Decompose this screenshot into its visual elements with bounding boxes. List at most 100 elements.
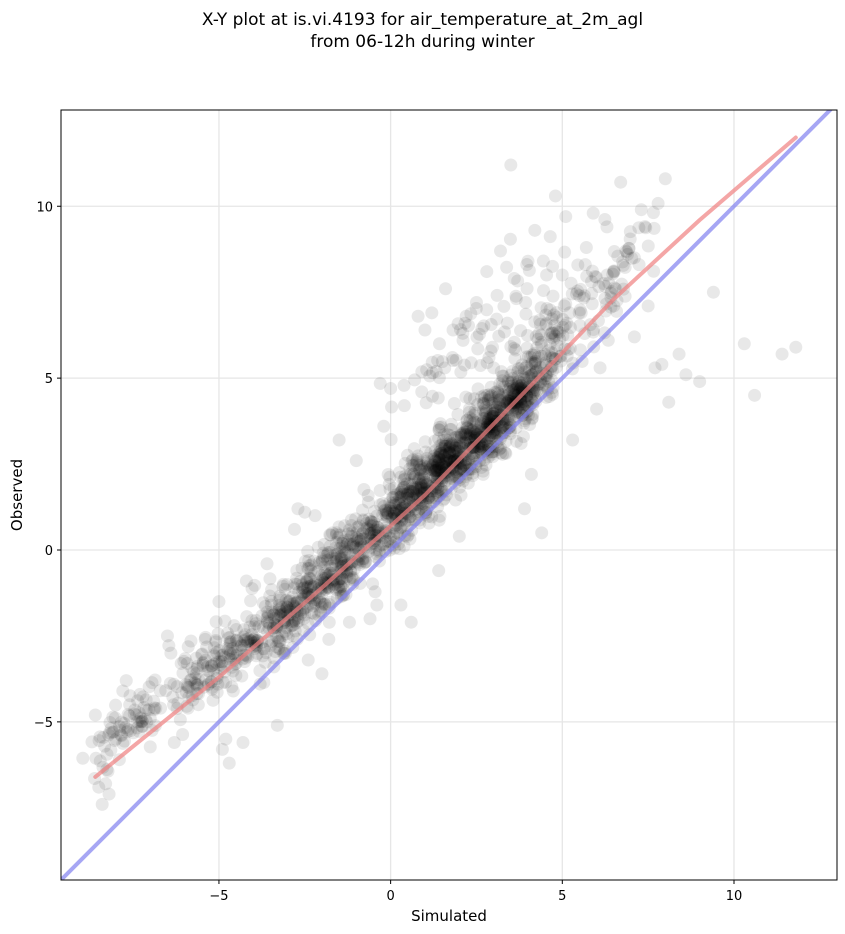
scatter-point — [336, 534, 350, 548]
scatter-point — [616, 258, 630, 272]
scatter-point — [407, 484, 421, 498]
scatter-point — [370, 547, 384, 561]
scatter-point — [335, 545, 349, 559]
scatter-point — [334, 589, 348, 603]
scatter-point — [367, 523, 381, 537]
scatter-point — [443, 446, 457, 460]
scatter-point — [598, 279, 612, 293]
scatter-point — [252, 620, 266, 634]
scatter-point — [477, 396, 491, 410]
scatter-point — [598, 326, 612, 340]
scatter-point — [435, 441, 449, 455]
scatter-point — [538, 347, 552, 361]
scatter-point — [267, 611, 281, 625]
scatter-point — [431, 472, 445, 486]
scatter-point — [450, 441, 464, 455]
scatter-point — [525, 368, 539, 382]
scatter-point — [548, 318, 562, 332]
scatter-point — [423, 480, 437, 494]
scatter-point — [357, 514, 371, 528]
scatter-point — [472, 327, 486, 341]
scatter-point — [323, 559, 337, 573]
scatter-point — [441, 449, 455, 463]
scatter-point — [484, 344, 498, 358]
scatter-point — [307, 567, 321, 581]
scatter-point — [291, 611, 305, 625]
scatter-point — [466, 409, 480, 423]
scatter-point — [435, 459, 449, 473]
scatter-point — [207, 657, 221, 671]
scatter-point — [303, 572, 317, 586]
scatter-point — [443, 472, 457, 486]
scatter-point — [461, 476, 475, 490]
scatter-point — [364, 519, 378, 533]
scatter-point — [341, 533, 355, 547]
scatter-point — [452, 430, 466, 444]
scatter-point — [443, 445, 457, 459]
scatter-point — [315, 568, 329, 582]
scatter-point — [347, 536, 361, 550]
scatter-point — [316, 597, 330, 611]
scatter-point — [524, 467, 538, 481]
scatter-point — [280, 600, 294, 614]
scatter-point — [219, 675, 233, 689]
scatter-point — [276, 577, 290, 591]
scatter-point — [575, 354, 589, 368]
scatter-point — [516, 430, 530, 444]
scatter-point — [522, 263, 536, 277]
scatter-point — [410, 455, 424, 469]
scatter-point — [109, 732, 123, 746]
scatter-point — [240, 610, 254, 624]
scatter-point — [498, 395, 512, 409]
scatter-point — [401, 487, 415, 501]
scatter-point — [523, 369, 537, 383]
scatter-point — [551, 325, 565, 339]
scatter-point — [396, 482, 410, 496]
scatter-point — [386, 496, 400, 510]
scatter-point — [394, 485, 408, 499]
scatter-point — [347, 562, 361, 576]
scatter-point — [446, 354, 460, 368]
scatter-point — [540, 301, 554, 315]
scatter-point — [438, 448, 452, 462]
scatter-point — [528, 223, 542, 237]
scatter-point — [556, 320, 570, 334]
scatter-point — [387, 506, 401, 520]
scatter-point — [304, 564, 318, 578]
scatter-point — [403, 462, 417, 476]
scatter-point — [245, 628, 259, 642]
scatter-point — [622, 241, 636, 255]
scatter-point — [257, 642, 271, 656]
scatter-point — [176, 728, 190, 742]
scatter-point — [286, 628, 300, 642]
scatter-point — [531, 350, 545, 364]
scatter-point — [542, 344, 556, 358]
scatter-point — [130, 721, 144, 735]
scatter-point — [439, 437, 453, 451]
scatter-point — [460, 414, 474, 428]
scatter-point — [490, 288, 504, 302]
scatter-point — [520, 258, 534, 272]
scatter-point — [545, 359, 559, 373]
scatter-point — [237, 634, 251, 648]
scatter-point — [520, 282, 534, 296]
scatter-point — [377, 536, 391, 550]
scatter-point — [365, 515, 379, 529]
scatter-point — [622, 241, 636, 255]
scatter-point — [449, 353, 463, 367]
scatter-point — [211, 627, 225, 641]
scatter-point — [366, 577, 380, 591]
scatter-point — [363, 541, 377, 555]
scatter-point — [178, 652, 192, 666]
scatter-point — [92, 780, 106, 794]
scatter-point — [543, 338, 557, 352]
scatter-point — [135, 714, 149, 728]
scatter-point — [427, 452, 441, 466]
scatter-point — [181, 640, 195, 654]
x-tick-label: 0 — [386, 889, 394, 904]
scatter-point — [258, 599, 272, 613]
scatter-point — [221, 626, 235, 640]
scatter-point — [321, 547, 335, 561]
scatter-point — [431, 448, 445, 462]
scatter-point — [398, 516, 412, 530]
